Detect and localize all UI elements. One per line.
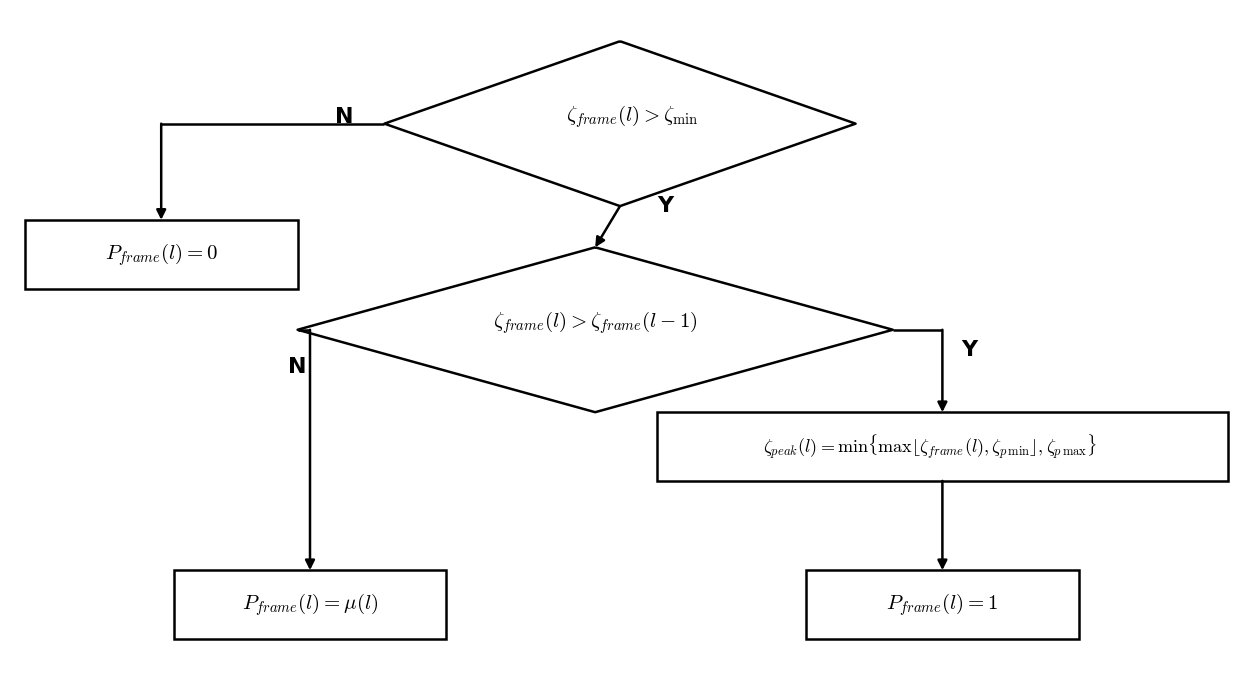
Text: $P_{frame}(l)=1$: $P_{frame}(l)=1$ (887, 592, 998, 618)
Text: Y: Y (961, 340, 977, 360)
Text: N: N (335, 106, 353, 127)
Bar (657, 412, 1228, 481)
Text: Y: Y (657, 196, 673, 216)
Text: $\zeta_{frame}(l) > \zeta_{\mathrm{min}}$: $\zeta_{frame}(l) > \zeta_{\mathrm{min}}… (567, 104, 698, 130)
Bar (806, 570, 1079, 639)
Text: N: N (289, 357, 306, 377)
Bar (174, 570, 446, 639)
Bar (25, 220, 298, 289)
Text: $\zeta_{frame}(l) > \zeta_{frame}(l-1)$: $\zeta_{frame}(l) > \zeta_{frame}(l-1)$ (492, 310, 698, 336)
Text: $P_{frame}(l)=0$: $P_{frame}(l)=0$ (104, 241, 218, 267)
Text: $P_{frame}(l)=\mu(l)$: $P_{frame}(l)=\mu(l)$ (242, 592, 378, 618)
Text: $\zeta_{peak}(l)=\min\{\max\lfloor\zeta_{frame}(l),\zeta_{p\,\mathrm{min}}\rfloo: $\zeta_{peak}(l)=\min\{\max\lfloor\zeta_… (763, 432, 1097, 461)
